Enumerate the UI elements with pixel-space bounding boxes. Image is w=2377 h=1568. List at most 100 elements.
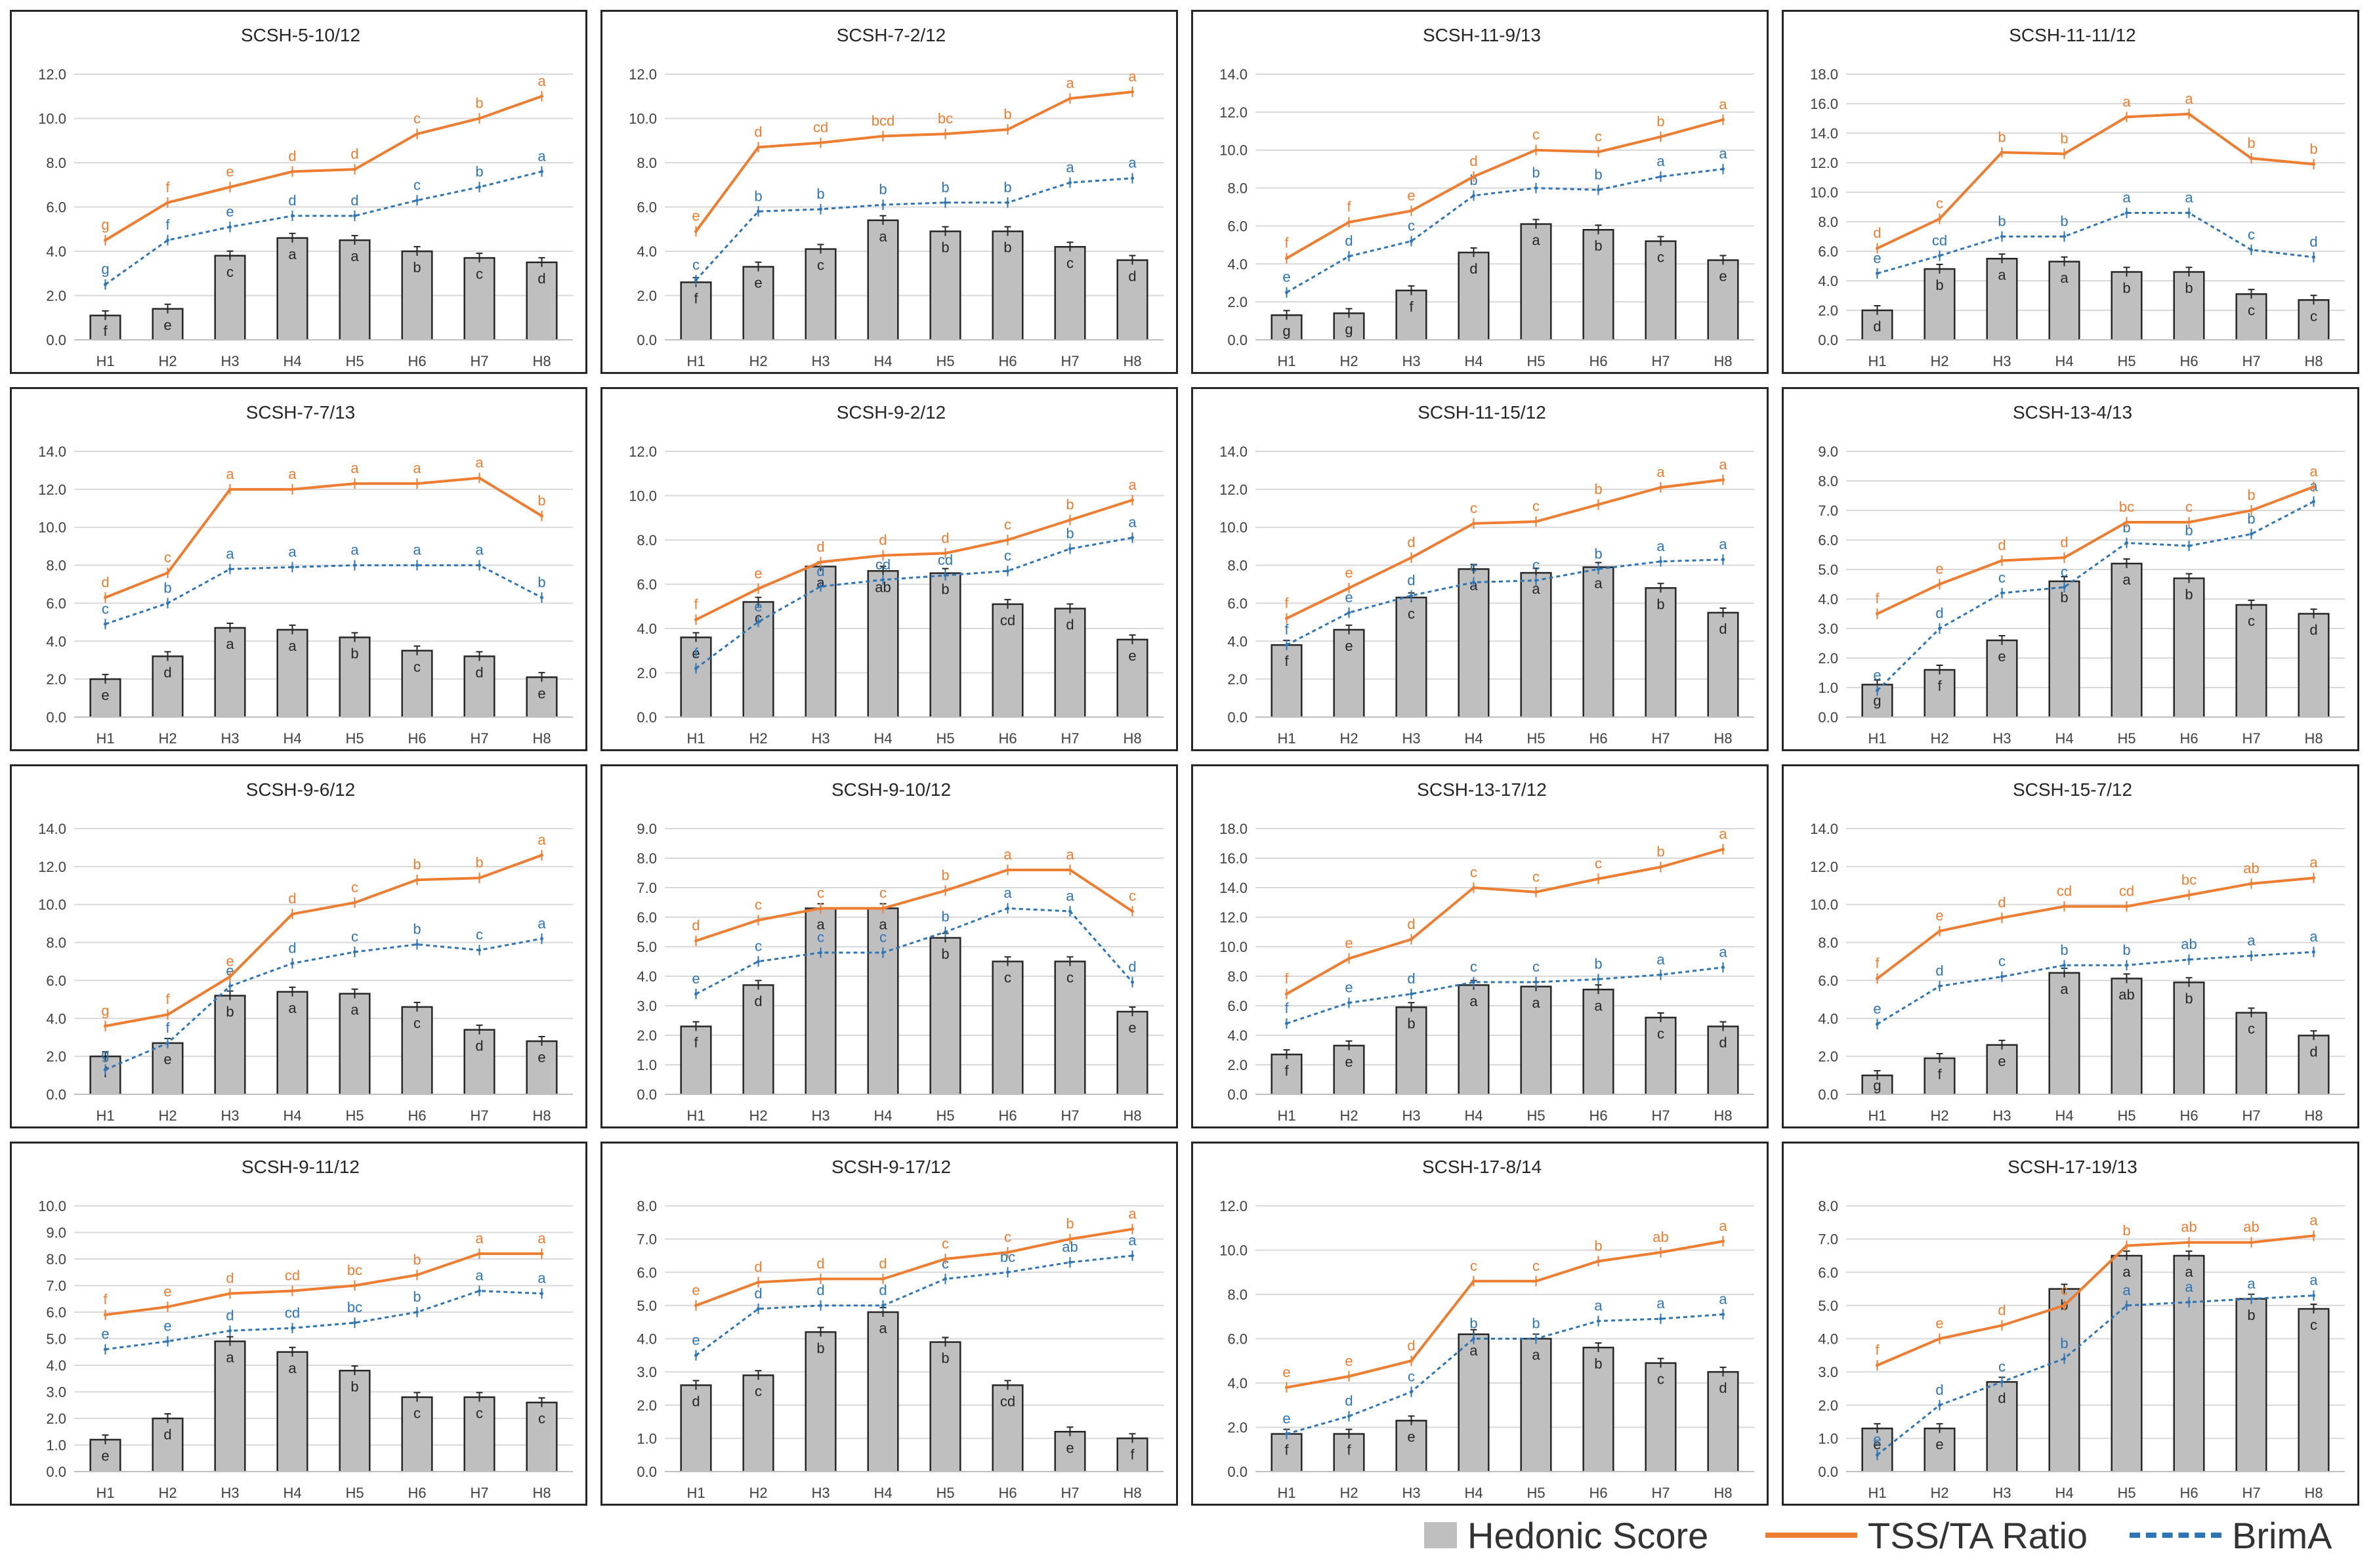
tss-point [104, 1313, 107, 1317]
y-tick-label: 7.0 [637, 880, 657, 896]
tss-point [757, 145, 760, 149]
tss-point [1876, 977, 1879, 981]
tss-point [2063, 1304, 2066, 1308]
brima-letter: a [1656, 538, 1665, 554]
tss-letter: d [879, 1255, 887, 1271]
tss-letter: e [1345, 1353, 1353, 1369]
brima-point [353, 214, 356, 218]
brima-letter: b [163, 579, 171, 596]
bar-letter: a [1998, 266, 2006, 283]
chart-panel: SCSH-5-10/12 0.0 2.0 4.0 6.0 8.0 10.0 12.0 f e c a a… [10, 10, 587, 374]
bar [526, 262, 557, 340]
tss-letter: a [537, 832, 546, 848]
brima-point [694, 1353, 698, 1357]
tss-point [2000, 559, 2004, 562]
brima-point [1410, 594, 1413, 598]
brima-letter: cd [938, 552, 953, 568]
bar-letter: b [2122, 280, 2130, 297]
bar [1924, 1428, 1955, 1472]
bar [90, 1439, 121, 1472]
tss-letter: b [1594, 481, 1602, 497]
tss-letter: a [1719, 826, 1727, 842]
bar [992, 1385, 1023, 1472]
tss-point [1347, 957, 1351, 960]
brima-letter: c [476, 926, 483, 943]
brima-line [1876, 1294, 2314, 1456]
bar [277, 1351, 308, 1472]
tss-line [1286, 118, 1724, 260]
tss-point [415, 132, 419, 136]
x-tick-label: H3 [1992, 730, 2011, 747]
bar-letter: b [350, 1378, 358, 1395]
x-tick-label: H4 [873, 353, 892, 369]
y-tick-label: 0.0 [1227, 332, 1248, 348]
chart-title: SCSH-9-6/12 [246, 779, 356, 800]
bar [2174, 272, 2204, 340]
x-tick-label: H2 [1930, 353, 1948, 369]
tss-line [695, 1228, 1133, 1307]
y-tick-label: 6.0 [1227, 218, 1248, 234]
y-tick-label: 7.0 [1818, 1231, 1838, 1248]
y-tick-label: 4.0 [637, 621, 657, 637]
brima-point [540, 170, 543, 173]
tss-letter: e [754, 565, 762, 581]
x-tick-label: H8 [1123, 1107, 1141, 1124]
bar [1458, 569, 1489, 717]
brima-point [1597, 567, 1600, 571]
brima-point [291, 565, 294, 569]
bar [464, 1397, 495, 1472]
x-tick-label: H8 [1714, 353, 1732, 369]
bar [1987, 1044, 2017, 1094]
tss-letter: d [1407, 534, 1415, 550]
chart-panel: SCSH-11-15/12 0.0 2.0 4.0 6.0 8.0 10.0 12.0 14.0… [1191, 387, 1769, 751]
tss-point [166, 1013, 169, 1016]
tss-point [228, 487, 232, 491]
tss-line [695, 499, 1133, 621]
chart-panel: SCSH-11-9/13 0.0 2.0 4.0 6.0 8.0 10.0 12.0 14.0 g… [1191, 10, 1769, 374]
bar [1521, 986, 1551, 1094]
brima-letter: b [537, 574, 545, 590]
bar-letter: e [1407, 1428, 1415, 1445]
tss-letter: a [1003, 846, 1012, 863]
tss-point [415, 482, 419, 485]
tss-letter: a [1656, 464, 1665, 480]
bar-letter: e [1998, 648, 2006, 665]
tss-letter: d [1407, 916, 1415, 932]
bar-letter: a [350, 248, 359, 264]
tss-letter: bcd [872, 113, 894, 129]
x-tick-label: H5 [936, 1107, 954, 1124]
x-tick-label: H7 [2242, 1107, 2260, 1124]
x-tick-label: H7 [470, 1107, 488, 1124]
tss-point [1410, 556, 1413, 560]
tss-point [2125, 905, 2128, 909]
tss-point [540, 854, 543, 857]
tss-point [104, 238, 107, 242]
y-tick-label: 8.0 [46, 558, 66, 574]
brima-line [1876, 501, 2315, 691]
x-tick-label: H8 [2304, 1107, 2323, 1124]
brima-point [881, 951, 885, 955]
x-tick-label: H4 [283, 1107, 301, 1124]
tss-point [2187, 1241, 2191, 1245]
brima-point [1006, 907, 1009, 910]
x-tick-label: H5 [936, 353, 954, 369]
bar [930, 231, 961, 340]
bar [992, 961, 1023, 1094]
tss-point [1472, 522, 1475, 526]
brima-letter: d [1935, 962, 1943, 979]
x-tick-label: H7 [1651, 1485, 1670, 1501]
brima-letter: a [350, 542, 359, 558]
brima-letter: d [1935, 605, 1943, 621]
brima-point [1534, 579, 1538, 583]
y-tick-label: 3.0 [46, 1384, 66, 1401]
brima-letter: cd [285, 1304, 300, 1321]
chart-title: SCSH-9-11/12 [242, 1157, 360, 1177]
tss-point [1938, 583, 1941, 586]
tss-line [1876, 485, 2315, 615]
bar [681, 1385, 711, 1472]
tss-letter: b [2309, 140, 2317, 157]
brima-point [2312, 1294, 2315, 1298]
brima-point [881, 578, 885, 582]
bar-letter: b [941, 1350, 949, 1367]
bar-letter: e [692, 646, 700, 662]
